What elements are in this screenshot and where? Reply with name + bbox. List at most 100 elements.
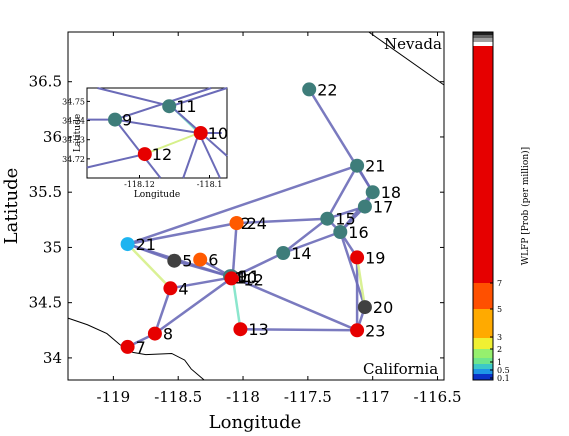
inset-edge [182,132,200,179]
inset-x-tick-label: -118.1 [197,180,223,189]
inset-node-label-12: 12 [152,145,172,164]
inset-edge [170,87,228,108]
inset-node-marker-9 [108,112,122,127]
colorbar-segment [473,32,493,35]
edge-14-10 [232,251,284,279]
node-label-21: 21 [365,157,385,176]
x-axis-label: Longitude [209,412,302,433]
node-marker-20 [357,300,372,315]
inset-node-label-10: 10 [208,124,228,143]
inset-y-tick-label: 34.75 [62,97,85,106]
inset-node-label-11: 11 [176,97,196,116]
colorbar-segment [473,374,493,380]
colorbar-segment [473,38,493,42]
node-label-15: 15 [335,210,355,229]
edge-21-5 [127,242,175,262]
colorbar-segment [473,42,493,46]
inset-y-tick-label: 34.72 [62,155,85,164]
y-tick-label: 35 [43,238,62,256]
node-marker-23 [350,323,365,338]
inset-edge [144,132,200,156]
node-marker-12 [224,271,239,286]
node-marker-17 [357,199,372,214]
edge-20-16 [339,231,367,308]
edge-16-14 [282,230,341,255]
colorbar-tick-label: 3 [497,333,502,342]
inset-edge [97,87,172,108]
node-label-17: 17 [373,198,393,217]
node-marker-8 [147,326,162,341]
y-axis-label: Latitude [1,168,22,245]
colorbar-segment [473,338,493,349]
node-marker-15 [320,211,335,226]
node-marker-4 [163,281,178,296]
node-marker-5 [167,253,182,268]
edge-4-10 [170,276,233,290]
x-tick-label: -119 [97,388,131,406]
node-label-5: 5 [182,252,192,271]
region-label-nevada: Nevada [384,35,442,53]
node-label-4: 4 [178,279,188,298]
edge-24-21 [127,221,237,246]
node-label-12: 12 [243,270,263,289]
node-label-19: 19 [365,248,385,267]
node-label-23: 23 [365,321,385,340]
x-tick-label: -117 [356,388,390,406]
node-marker-6 [193,252,208,267]
colorbar-segment [473,358,493,364]
inset-nodes-layer: 9 11 10 12 [108,97,228,164]
colorbar-tick-label: 5 [497,305,502,314]
node-label-9: 9 [237,267,247,286]
inset-y-tick-label: 34.73 [62,136,85,145]
inset-ticks-layer: -118.12 -118.1 34.72 34.73 34.74 34.75 [62,97,222,189]
inset-x-tick-label: -118.12 [124,180,155,189]
inset-edge [114,118,162,179]
node-label-14: 14 [291,244,311,263]
inset-edge [114,118,200,134]
edge-10-8 [154,276,234,335]
y-tick-label: 36 [43,128,62,146]
edge-10-23 [232,276,358,332]
node-label-1: 1 [234,268,244,287]
y-tick-label: 34 [43,349,62,367]
colorbar-segment [473,283,493,309]
node-label-2: 2 [241,214,251,233]
node-label-24: 24 [247,214,267,233]
node-marker-19 [350,250,365,265]
colorbar-tick-label: 2 [497,345,502,354]
colorbar-segment [473,369,493,374]
edge-15-24 [236,217,328,225]
node-marker-24 [229,216,244,231]
node-marker-16 [333,225,348,239]
node-label-10: 10 [237,268,257,287]
node-label-20: 20 [373,298,393,317]
x-tick-label: -118.5 [154,388,202,406]
inset-node-marker-12 [137,147,152,162]
colorbar-tick-label: 0.1 [497,374,510,383]
node-label-11: 11 [239,267,259,286]
inset-y-axis-label: Latitude [73,114,83,152]
node-label-22: 22 [317,80,337,99]
node-marker-21 [120,237,135,252]
x-tick-label: -116.5 [414,388,462,406]
node-marker-22 [302,82,317,97]
colorbar-segment [473,35,493,38]
inset-node-marker-11 [162,99,177,114]
x-tick-label: -118 [226,388,260,406]
coastline [67,317,205,381]
node-label-7: 7 [136,338,146,357]
node-label-6: 6 [208,251,218,270]
node-marker-18 [365,185,380,200]
edge-24-10 [231,223,238,278]
edge-13-23 [240,327,358,332]
colorbar-segment [473,364,493,369]
edge-22-21 [127,164,358,246]
colorbar-label: WLFP [Prob (per million)] [520,147,531,265]
state-border [368,31,445,86]
inset-y-tick-label: 34.74 [62,117,85,126]
node-marker-7 [120,339,135,354]
inset-edge [86,153,146,169]
edge-4-8 [153,287,172,335]
edge-21-4 [126,243,172,290]
